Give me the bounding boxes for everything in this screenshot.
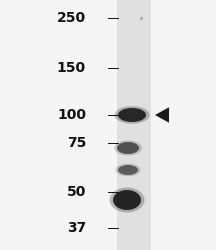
Ellipse shape [113, 190, 141, 210]
Ellipse shape [118, 165, 138, 175]
Ellipse shape [114, 140, 142, 156]
Text: 37: 37 [67, 221, 86, 235]
Polygon shape [155, 107, 169, 123]
Bar [117, 0, 151, 250]
Text: 150: 150 [57, 61, 86, 75]
Ellipse shape [110, 188, 145, 212]
Ellipse shape [117, 142, 139, 154]
Text: 250: 250 [57, 11, 86, 25]
Ellipse shape [114, 106, 149, 124]
Text: 100: 100 [57, 108, 86, 122]
Text: 75: 75 [67, 136, 86, 150]
Ellipse shape [118, 108, 146, 122]
Ellipse shape [116, 164, 140, 176]
Text: 50: 50 [67, 185, 86, 199]
